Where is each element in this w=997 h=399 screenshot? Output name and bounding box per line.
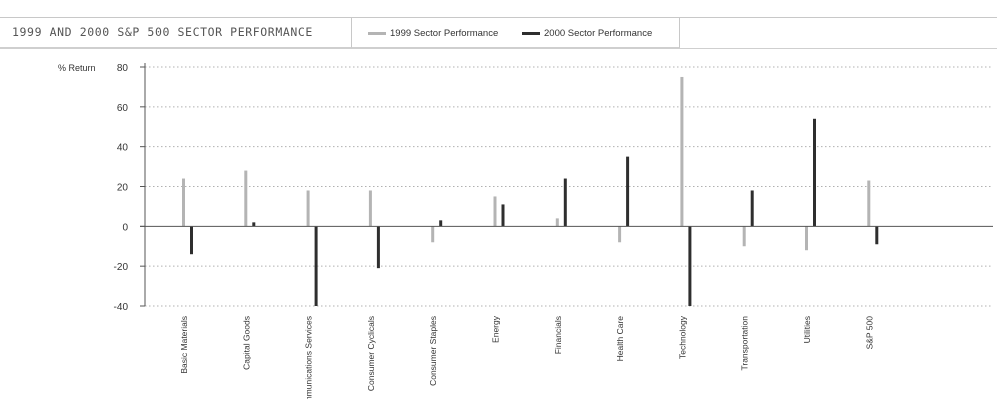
x-category-label: Transportation	[740, 316, 750, 371]
legend: 1999 Sector Performance 2000 Sector Perf…	[351, 17, 680, 48]
bar-1999	[368, 190, 372, 227]
bar-2000	[688, 226, 692, 306]
bar-1999	[182, 178, 185, 227]
bar-1999	[493, 196, 497, 227]
x-category-label: Energy	[491, 315, 501, 343]
y-tick-label: 60	[117, 103, 129, 114]
x-category-label: Basic Materials	[179, 316, 189, 374]
bar-1999	[306, 190, 310, 227]
bar-1999	[555, 218, 559, 227]
x-category-label: Consumer Cyclicals	[366, 316, 376, 391]
bar-2000	[439, 220, 443, 227]
chart-frame: % Return 80 60 40 20 0 -20 -40 Basic Materials Ca…	[0, 48, 997, 399]
x-category-label: Utilities	[802, 316, 812, 343]
bar-2000	[813, 118, 816, 227]
y-tick-label: 20	[117, 183, 129, 194]
bar-2000	[376, 226, 380, 269]
bar-1999	[867, 180, 871, 227]
legend-item-1999: 1999 Sector Performance	[368, 25, 498, 41]
bar-2000	[626, 156, 630, 227]
bar-1999	[431, 226, 435, 243]
x-category-label: Capital Goods	[241, 316, 251, 370]
legend-label-1999: 1999 Sector Performance	[390, 27, 499, 39]
x-category-label: Communications Services	[304, 316, 314, 399]
bar-1999	[805, 226, 808, 251]
chart-header: 1999 AND 2000 S&P 500 SECTOR PERFORMANCE…	[0, 0, 997, 62]
y-axis-label: % Return	[58, 63, 96, 73]
bar-1999	[618, 226, 622, 243]
bar-1999	[244, 170, 248, 227]
x-category-label: Health Care	[615, 316, 625, 362]
y-tick-label: -40	[114, 302, 129, 313]
bar-2000	[750, 190, 754, 227]
x-category-label: S&P 500	[864, 316, 874, 350]
legend-swatch-1999	[368, 31, 386, 35]
bar-2000	[190, 226, 193, 255]
bar-2000	[563, 178, 567, 227]
legend-item-2000: 2000 Sector Performance	[522, 25, 652, 41]
bar-2000	[875, 226, 879, 245]
x-category-label: Technology	[677, 315, 687, 359]
title-box: 1999 AND 2000 S&P 500 SECTOR PERFORMANCE	[0, 17, 352, 48]
legend-label-2000: 2000 Sector Performance	[544, 27, 653, 39]
bar-2000	[501, 204, 505, 227]
x-category-label: Consumer Staples	[428, 316, 438, 386]
y-tick-label: 0	[122, 222, 128, 233]
header-rule	[680, 17, 997, 18]
legend-swatch-2000	[522, 31, 540, 35]
bar-2000	[314, 226, 318, 306]
x-category-label: Financials	[553, 316, 563, 354]
bar-1999	[680, 76, 684, 227]
y-tick-label: 40	[117, 143, 129, 154]
y-tick-label: -20	[114, 262, 129, 273]
bar-1999	[742, 226, 746, 247]
y-tick-label: 80	[117, 63, 129, 74]
chart-title: 1999 AND 2000 S&P 500 SECTOR PERFORMANCE	[12, 25, 313, 39]
bar-2000	[252, 222, 256, 227]
bar-chart: % Return 80 60 40 20 0 -20 -40 Basic Materials Ca…	[58, 63, 993, 399]
